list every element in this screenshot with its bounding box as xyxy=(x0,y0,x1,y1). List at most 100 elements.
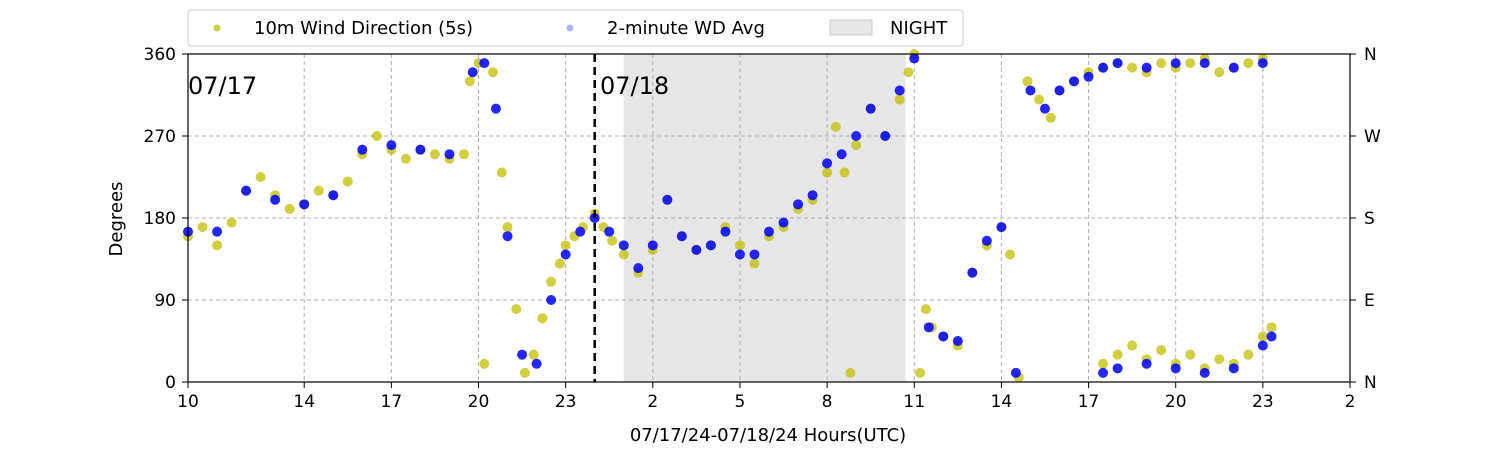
wd-avg-point xyxy=(778,217,789,228)
wd-avg-point xyxy=(865,103,876,114)
wind-direction-point xyxy=(197,222,208,233)
y-tick-label: 360 xyxy=(144,45,176,65)
wind-direction-point xyxy=(537,313,548,324)
wd-avg-point xyxy=(328,190,339,201)
wind-direction-point xyxy=(342,176,353,187)
wd-avg-point xyxy=(981,235,992,246)
wd-avg-point xyxy=(618,240,629,251)
wind-direction-point xyxy=(1034,94,1045,105)
wind-direction-point xyxy=(284,203,295,214)
wind-direction-point xyxy=(1257,331,1268,342)
x-tick-label: 23 xyxy=(555,392,577,412)
wind-direction-point xyxy=(496,167,507,178)
wd-avg-point xyxy=(836,149,847,160)
wind-direction-point xyxy=(488,67,499,78)
x-axis-label: 07/17/24-07/18/24 Hours(UTC) xyxy=(630,425,906,446)
wd-avg-point xyxy=(691,244,702,255)
y-tick-label: 0 xyxy=(165,373,176,393)
wd-avg-point xyxy=(967,267,978,278)
grid-layer xyxy=(188,54,1350,382)
wind-direction-point xyxy=(607,235,618,246)
wd-avg-point xyxy=(1039,103,1050,114)
wind-direction-point xyxy=(845,367,856,378)
wind-direction-point xyxy=(822,167,833,178)
wd-avg-point xyxy=(1170,58,1181,69)
wd-avg-point xyxy=(633,263,644,274)
x-tick-label: 23 xyxy=(1252,392,1274,412)
y2-tick-label: N xyxy=(1364,45,1377,65)
x-tick-label: 20 xyxy=(1165,392,1187,412)
wd-avg-point xyxy=(1170,363,1181,374)
wind-direction-point xyxy=(1243,349,1254,360)
wd-avg-point xyxy=(793,199,804,210)
wind-direction-point xyxy=(458,149,469,160)
wd-avg-point xyxy=(1266,331,1277,342)
wd-avg-point xyxy=(952,336,963,346)
legend-marker-night xyxy=(829,19,873,36)
wind-direction-point xyxy=(519,367,530,378)
wind-direction-point xyxy=(546,276,557,287)
wd-avg-point xyxy=(1199,367,1210,378)
y2-tick-label: W xyxy=(1364,127,1381,147)
x-tick-label: 20 xyxy=(468,392,490,412)
wd-avg-point xyxy=(1257,340,1268,351)
wind-direction-point xyxy=(1005,249,1016,260)
wd-avg-point xyxy=(1083,71,1094,82)
wd-avg-point xyxy=(1010,367,1021,378)
wd-avg-point xyxy=(1069,76,1080,87)
legend-marker-series-2 xyxy=(566,24,574,32)
wd-avg-point xyxy=(517,349,528,360)
wd-avg-point xyxy=(880,131,891,141)
wd-avg-point xyxy=(589,213,600,223)
wind-direction-point xyxy=(830,121,841,132)
wind-direction-point xyxy=(560,240,571,251)
legend-label-series-2: 2-minute WD Avg xyxy=(607,18,765,39)
wd-avg-point xyxy=(212,226,223,237)
wind-direction-point xyxy=(1266,322,1277,333)
y-axis-label: Degrees xyxy=(106,182,127,257)
wd-avg-point xyxy=(1112,58,1123,69)
wind-direction-point xyxy=(1243,58,1254,69)
x-tick-label: 10 xyxy=(177,392,199,412)
wd-avg-point xyxy=(1228,62,1239,73)
legend-box xyxy=(187,9,964,47)
legend-marker-series-1 xyxy=(213,24,221,32)
wind-direction-point xyxy=(479,358,490,369)
wd-avg-point xyxy=(851,131,862,141)
wind-direction-point xyxy=(734,240,745,251)
axes-layer: 10 14 17 20 23 2 5 8 11 14 17 20 23 2090180270360NESW… xyxy=(144,45,1381,412)
series-layer xyxy=(183,49,1277,383)
wind-direction-point xyxy=(502,222,513,233)
wind-direction-point xyxy=(313,185,324,196)
wd-avg-point xyxy=(299,199,310,210)
x-tick-label: 11 xyxy=(903,392,925,412)
wd-avg-point xyxy=(1228,363,1239,374)
wd-avg-point xyxy=(647,240,658,251)
wind-direction-point xyxy=(464,76,475,87)
wind-direction-point xyxy=(1156,58,1167,69)
wind-direction-point xyxy=(1214,354,1225,365)
y2-tick-label: E xyxy=(1364,291,1375,311)
wind-direction-point xyxy=(1127,340,1138,351)
wind-direction-point xyxy=(212,240,223,251)
wind-direction-point xyxy=(1127,62,1138,73)
wd-avg-point xyxy=(807,190,818,201)
wd-avg-point xyxy=(479,58,490,69)
wd-avg-point xyxy=(546,295,557,305)
wd-avg-point xyxy=(764,226,774,237)
wd-avg-point xyxy=(1054,85,1065,96)
wind-direction-point xyxy=(618,249,629,260)
wd-avg-point xyxy=(909,53,920,64)
wd-avg-point xyxy=(720,226,731,237)
wind-direction-point xyxy=(851,140,862,151)
legend-label-series-1: 10m Wind Direction (5s) xyxy=(254,18,473,39)
wind-direction-point xyxy=(400,153,411,164)
wind-direction-point xyxy=(1185,58,1196,69)
wd-avg-point xyxy=(490,103,501,114)
wind-direction-point xyxy=(839,167,850,178)
wind-direction-point xyxy=(429,149,440,160)
wd-avg-point xyxy=(1098,367,1109,378)
wd-avg-point xyxy=(1141,62,1152,73)
wind-direction-point xyxy=(894,94,905,105)
